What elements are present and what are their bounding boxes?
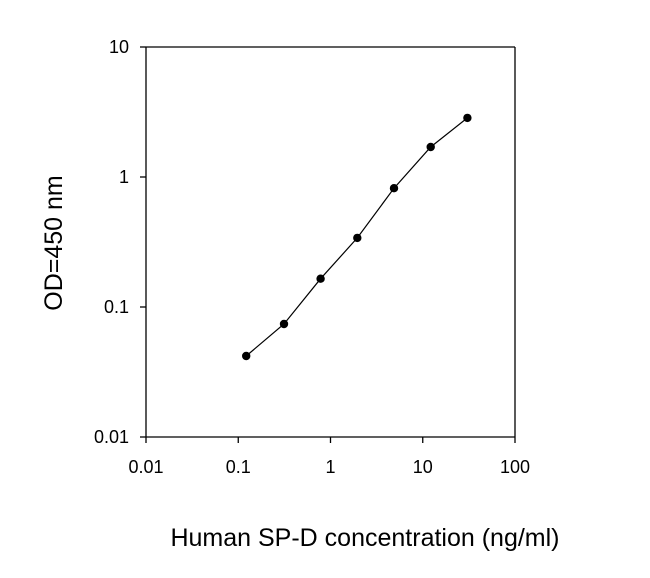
data-point (316, 274, 325, 283)
data-point (279, 319, 289, 329)
data-point (463, 113, 472, 123)
x-tick-label: 10 (413, 457, 433, 477)
axes-layer (145, 46, 516, 438)
y-tick-label: 0.01 (94, 427, 129, 447)
x-tick-label: 100 (500, 457, 530, 477)
x-tick-label: 0.1 (226, 457, 251, 477)
data-point (242, 351, 251, 361)
y-tick-label: 1 (119, 167, 129, 187)
x-tick-label: 0.01 (128, 457, 163, 477)
y-tick-label: 0.1 (104, 297, 129, 317)
data-point (353, 233, 362, 243)
series-layer (242, 113, 472, 361)
y-tick-label: 10 (109, 37, 129, 57)
y-axis-title: OD=450 nm (40, 175, 68, 311)
x-axis-title: Human SP-D concentration (ng/ml) (170, 524, 559, 552)
ticks-layer: 0.01 0.1 1 10 100 0.01 0.1 1 10 (94, 37, 530, 477)
x-tick-label: 1 (325, 457, 335, 477)
data-point (426, 142, 435, 152)
data-point (389, 184, 399, 193)
